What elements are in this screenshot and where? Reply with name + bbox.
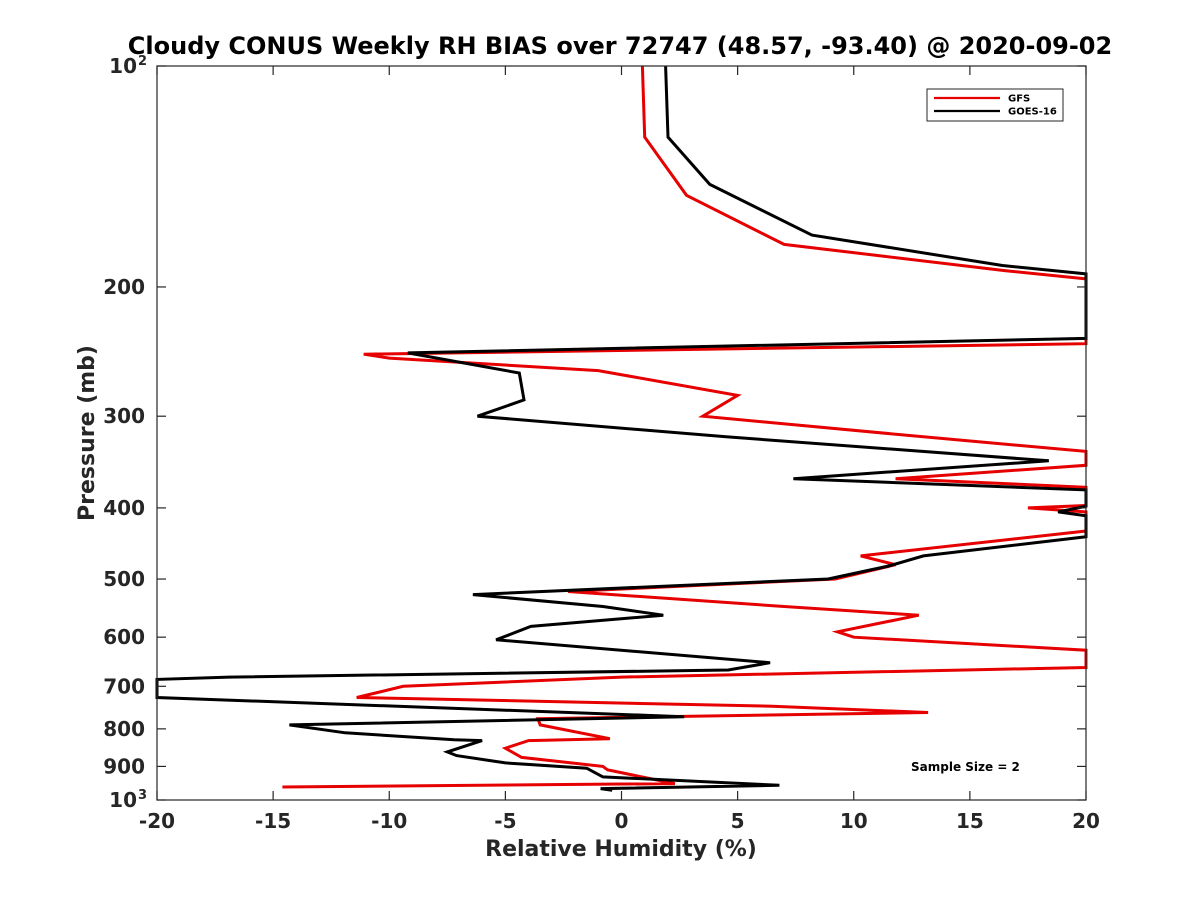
x-tick-label: 5	[731, 809, 745, 833]
y-tick-exponent: 3	[138, 788, 147, 803]
legend-box	[926, 88, 1064, 122]
x-axis: -20 -15 -10 -5 0 5 10 15 20	[139, 66, 1100, 833]
x-tick-label: 20	[1072, 809, 1100, 833]
y-tick-exponent: 2	[138, 54, 147, 69]
x-tick-label: -5	[494, 809, 516, 833]
y-tick-label: 10	[109, 788, 137, 812]
y-tick-label: 200	[103, 275, 145, 299]
x-axis-label: Relative Humidity (%)	[485, 837, 757, 862]
x-tick-label: 15	[956, 809, 984, 833]
y-tick-label: 400	[103, 496, 145, 520]
y-tick-label: 600	[103, 625, 145, 649]
x-tick-label: 10	[840, 809, 868, 833]
y-tick-label: 10	[109, 54, 137, 78]
legend-label-goes16: GOES-16	[1008, 107, 1057, 118]
x-tick-label: -20	[139, 809, 175, 833]
plot-frame	[156, 65, 1087, 801]
chart-title: Cloudy CONUS Weekly RH BIAS over 72747 (…	[128, 32, 1112, 60]
y-tick-label: 500	[103, 567, 145, 591]
x-tick-label: -10	[371, 809, 407, 833]
sample-size-annotation: Sample Size = 2	[911, 760, 1020, 774]
series-line-goes16	[155, 65, 1088, 792]
y-tick-label: 300	[103, 404, 145, 428]
series-line-gfs	[282, 65, 1088, 789]
legend-label-gfs: GFS	[1008, 94, 1030, 105]
y-axis-label: Pressure (mb)	[75, 345, 100, 521]
legend: GFS GOES-16	[926, 88, 1064, 122]
x-tick-label: -15	[255, 809, 291, 833]
series-layer	[155, 65, 1088, 792]
y-tick-label: 800	[103, 717, 145, 741]
x-tick-label: 0	[615, 809, 629, 833]
y-tick-label: 900	[103, 754, 145, 778]
y-tick-label: 700	[103, 674, 145, 698]
